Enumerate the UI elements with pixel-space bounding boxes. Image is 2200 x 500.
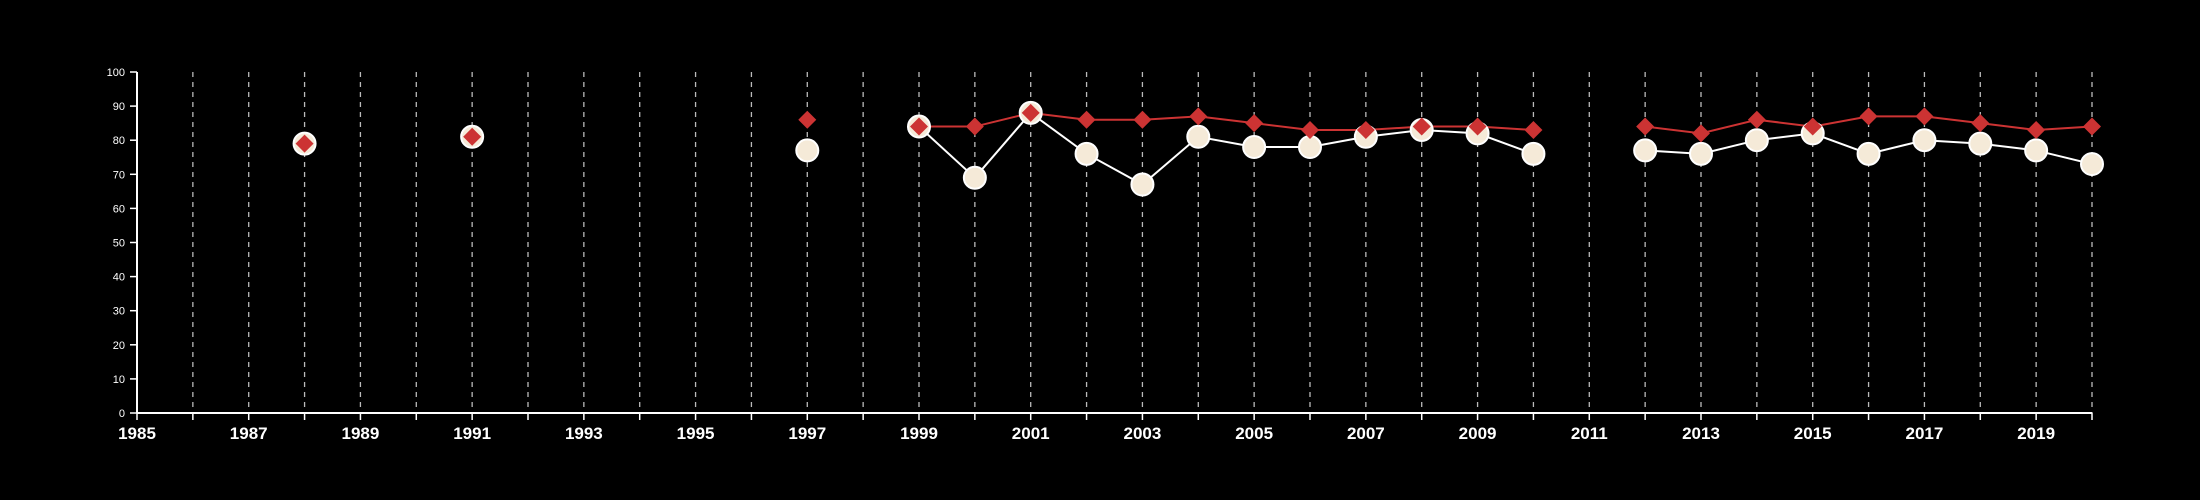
diamond-point-2012 — [1636, 117, 1655, 136]
y-tick-label: 40 — [113, 272, 125, 284]
diamond-point-2019 — [2027, 120, 2046, 139]
circle-point-2013 — [1689, 141, 1713, 166]
circle-point-2018 — [1968, 131, 1993, 156]
diamond-point-2015 — [1803, 117, 1822, 136]
x-tick-label: 2017 — [1906, 424, 1944, 443]
circle-point-2003 — [1130, 172, 1155, 197]
y-tick-label: 0 — [119, 408, 125, 420]
diamond-point-2001 — [1021, 103, 1040, 122]
diamond-point-2006 — [1301, 120, 1319, 139]
diamond-point-2013 — [1692, 124, 1710, 143]
diamond-point-2014 — [1747, 110, 1766, 129]
y-tick-label: 90 — [113, 101, 125, 113]
y-tick-label: 30 — [113, 306, 125, 318]
circle-point-2006 — [1298, 135, 1322, 160]
y-tick-label: 10 — [113, 374, 125, 386]
x-tick-label: 2011 — [1571, 424, 1608, 443]
circle-point-1997 — [795, 138, 820, 163]
y-tick-label: 70 — [113, 169, 125, 181]
x-tick-label: 2003 — [1124, 424, 1162, 443]
diamond-point-2016 — [1859, 107, 1878, 126]
x-tick-label: 1993 — [565, 424, 603, 443]
circle-point-2002 — [1074, 141, 1099, 166]
circle-point-2020 — [2080, 152, 2104, 177]
circle-point-2004 — [1186, 124, 1211, 149]
diamond-point-1988 — [295, 134, 314, 153]
circle-point-2016 — [1856, 141, 1881, 166]
x-tick-label: 1989 — [342, 424, 380, 443]
x-tick-label: 1985 — [118, 424, 156, 443]
circle-point-2010 — [1521, 141, 1546, 166]
circle-point-2005 — [1242, 135, 1267, 160]
x-tick-label: 1991 — [453, 424, 491, 443]
diamond-point-2004 — [1189, 107, 1208, 126]
diamond-point-2018 — [1971, 114, 1990, 133]
x-tick-label: 1999 — [900, 424, 938, 443]
y-tick-label: 80 — [113, 135, 125, 147]
diamond-point-2005 — [1245, 114, 1264, 133]
circle-point-2000 — [962, 165, 987, 190]
diamond-point-2003 — [1133, 110, 1152, 129]
axes: 0 10 20 30 40 50 60 70 80 90 100 1985 1987 1989 1991 19… — [107, 67, 2093, 443]
circle-point-2017 — [1912, 128, 1937, 153]
diamond-point-1999 — [910, 117, 928, 136]
y-tick-label: 100 — [107, 67, 125, 79]
diamond-point-2008 — [1412, 117, 1431, 136]
gridlines — [192, 72, 2093, 413]
x-tick-label: 1995 — [677, 424, 715, 443]
diamond-point-2010 — [1524, 120, 1543, 139]
series-markers — [292, 100, 2104, 197]
x-tick-label: 2013 — [1682, 424, 1720, 443]
diamond-point-2002 — [1077, 110, 1096, 129]
circle-point-2019 — [2024, 138, 2049, 163]
x-tick-label: 1997 — [788, 424, 826, 443]
y-tick-label: 60 — [113, 203, 125, 215]
circle-point-2012 — [1633, 138, 1658, 163]
diamond-point-2017 — [1915, 107, 1934, 126]
x-tick-label: 2015 — [1794, 424, 1832, 443]
diamond-point-2020 — [2083, 117, 2101, 136]
x-tick-label: 2019 — [2017, 424, 2055, 443]
diamond-point-2000 — [965, 117, 984, 136]
x-tick-label: 2001 — [1012, 424, 1050, 443]
y-tick-label: 20 — [113, 340, 125, 352]
x-tick-label: 1987 — [230, 424, 268, 443]
diamond-point-2009 — [1468, 117, 1487, 136]
x-tick-label: 2009 — [1459, 424, 1497, 443]
circle-point-2014 — [1744, 128, 1769, 153]
x-tick-label: 2007 — [1347, 424, 1385, 443]
diamond-point-1997 — [798, 110, 817, 129]
diamond-point-1991 — [463, 127, 482, 146]
diamond-point-2007 — [1356, 120, 1375, 139]
y-tick-label: 50 — [113, 238, 125, 250]
x-tick-label: 2005 — [1235, 424, 1273, 443]
